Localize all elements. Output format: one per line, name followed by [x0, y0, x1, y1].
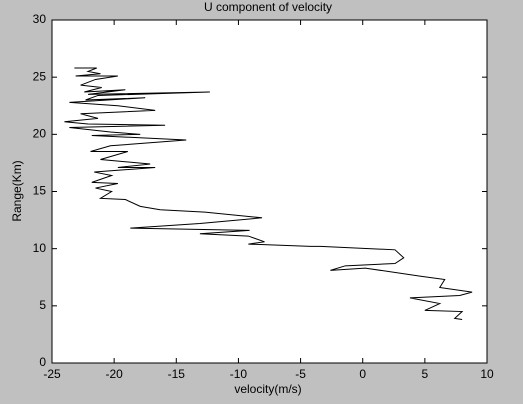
x-tick-label: 5: [422, 367, 429, 381]
y-tick-label: 20: [33, 127, 47, 141]
x-tick-label: -5: [295, 367, 306, 381]
y-tick-label: 0: [39, 355, 46, 369]
y-tick-label: 5: [39, 298, 46, 312]
x-tick-label: -25: [43, 367, 61, 381]
y-tick-label: 15: [33, 184, 47, 198]
y-tick-label: 25: [33, 69, 47, 83]
y-tick-label: 10: [33, 241, 47, 255]
chart-title: U component of velocity: [204, 0, 332, 14]
data-line: [64, 67, 473, 321]
x-tick-label: 0: [359, 367, 366, 381]
x-tick-label: 10: [480, 367, 494, 381]
x-tick-label: -15: [168, 367, 186, 381]
plot-area: [51, 19, 488, 364]
x-axis-label: velocity(m/s): [234, 382, 301, 396]
y-axis-label: Range(Km): [10, 160, 24, 221]
y-tick-label: 30: [33, 12, 47, 26]
x-tick-label: -20: [105, 367, 123, 381]
x-tick-label: -10: [230, 367, 248, 381]
